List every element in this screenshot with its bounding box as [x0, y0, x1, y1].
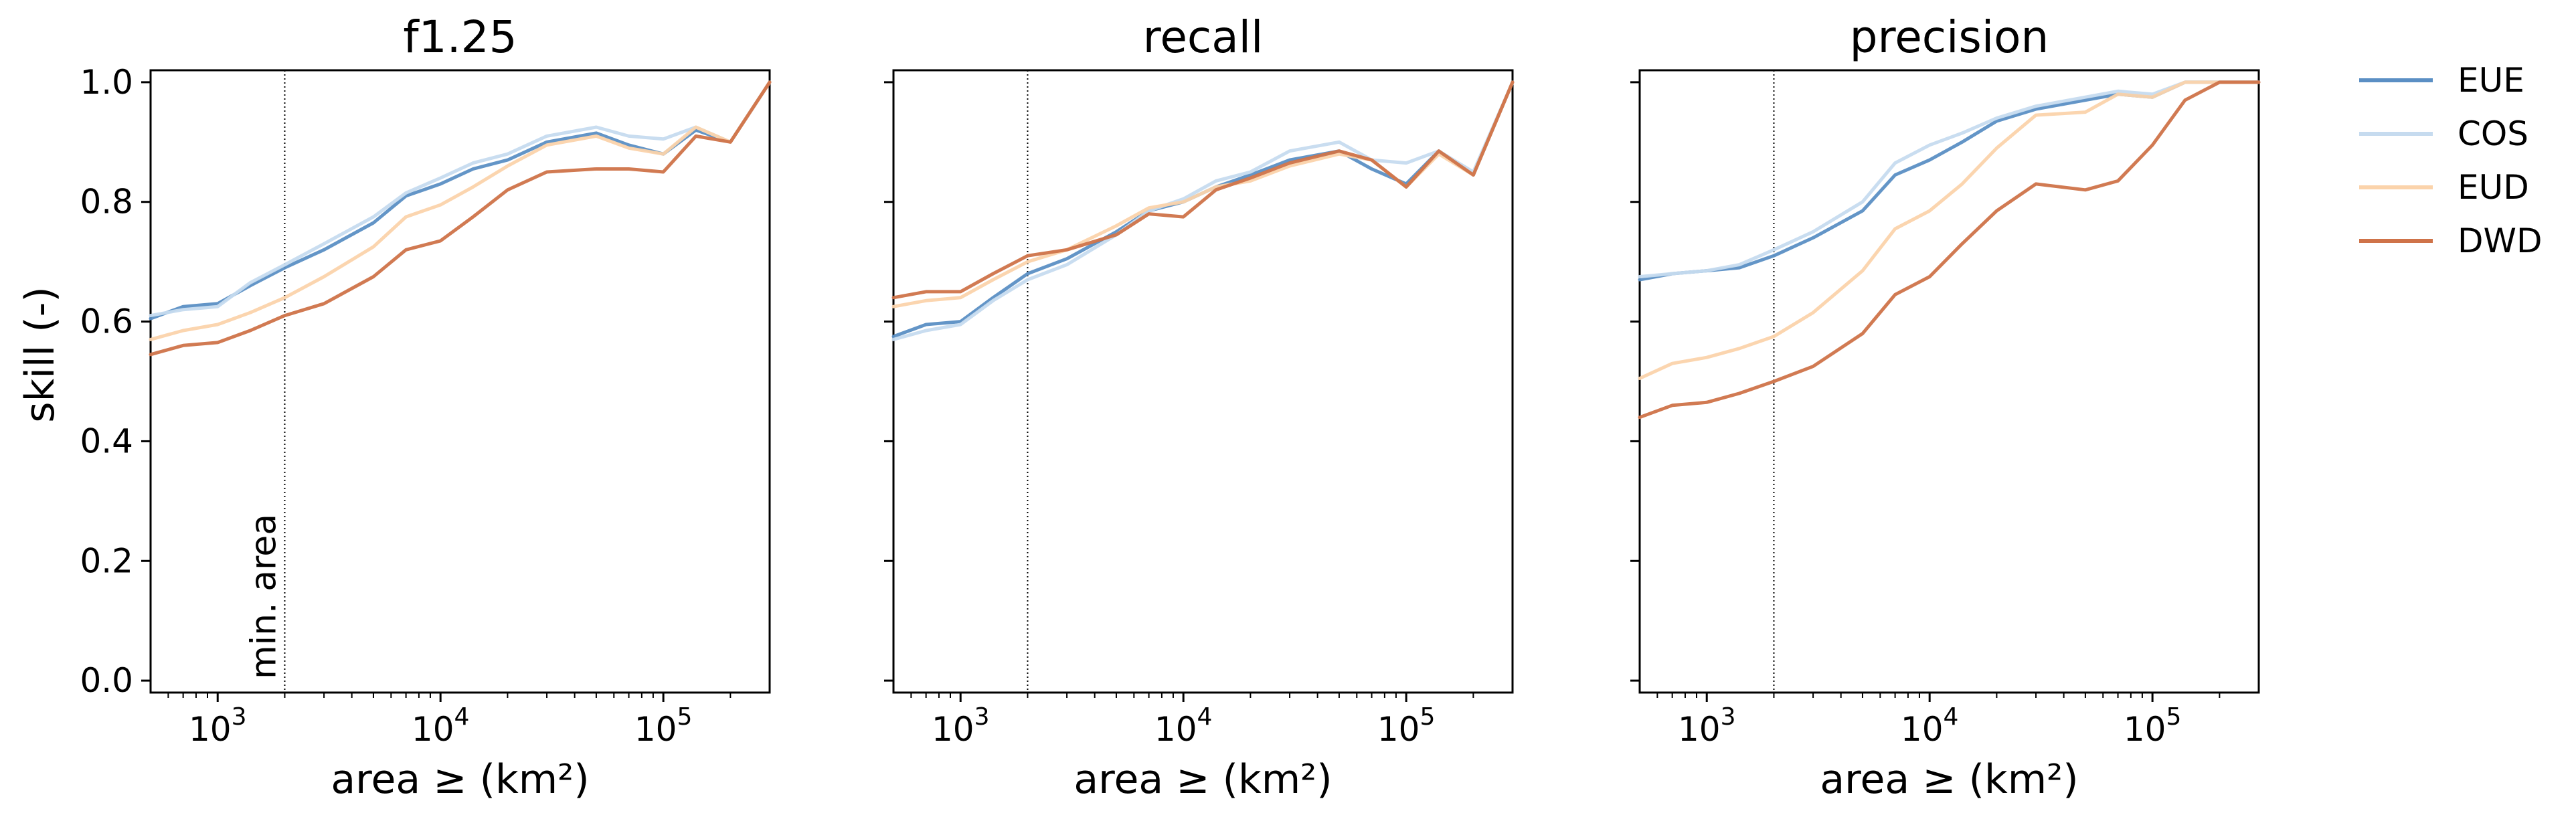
min-area-annotation: min. area [244, 514, 284, 679]
x-tick-base: 10 [932, 710, 974, 749]
legend-label: COS [2458, 114, 2528, 153]
x-tick-label: 104 [1154, 703, 1213, 749]
x-axis-label: area ≥ (km²) [331, 756, 589, 803]
subplot-title: recall [1143, 11, 1264, 63]
series-line-dwd [1638, 80, 2261, 420]
x-tick-label: 104 [1901, 703, 1959, 749]
legend-item-dwd: DWD [2359, 221, 2542, 260]
x-axis-label: area ≥ (km²) [1820, 756, 2078, 803]
plot-frame [149, 69, 771, 694]
legend-item-eud: EUD [2359, 168, 2529, 207]
x-tick-base: 10 [1154, 710, 1197, 749]
x-tick-label: 105 [634, 703, 693, 749]
series-line-dwd [149, 80, 772, 357]
series-line-eud [149, 80, 772, 341]
series-line-eud [1638, 80, 2261, 380]
x-tick-label: 103 [189, 703, 247, 749]
series-line-cos [1638, 80, 2261, 278]
y-tick-label: 1.0 [80, 63, 133, 102]
series-line-dwd [891, 80, 1515, 300]
subplot-title: precision [1850, 11, 2049, 63]
series-line-eue [1638, 80, 2261, 282]
x-tick-base: 10 [1901, 710, 1944, 749]
x-tick-exponent: 3 [232, 703, 247, 731]
x-tick-exponent: 3 [1721, 703, 1736, 731]
legend: EUE COS EUD DWD [2359, 61, 2542, 260]
x-tick-exponent: 4 [1944, 703, 1959, 731]
x-tick-label: 105 [2124, 703, 2182, 749]
x-tick-base: 10 [2124, 710, 2166, 749]
x-tick-exponent: 4 [1197, 703, 1213, 731]
x-tick-exponent: 5 [1420, 703, 1435, 731]
x-tick-base: 10 [634, 710, 677, 749]
y-tick-label: 0.8 [80, 183, 133, 221]
x-tick-exponent: 5 [677, 703, 692, 731]
x-tick-exponent: 5 [2166, 703, 2181, 731]
x-tick-label: 103 [932, 703, 990, 749]
legend-item-cos: COS [2359, 114, 2528, 153]
series-line-cos [149, 80, 772, 318]
legend-item-eue: EUE [2359, 61, 2524, 100]
series-line-cos [891, 80, 1515, 341]
series-line-eue [149, 80, 772, 321]
x-axis-label: area ≥ (km²) [1074, 756, 1332, 803]
x-tick-base: 10 [189, 710, 232, 749]
legend-label: EUE [2458, 61, 2524, 100]
legend-label: DWD [2458, 221, 2542, 260]
x-tick-base: 10 [1678, 710, 1721, 749]
series-line-eud [891, 80, 1515, 308]
x-tick-base: 10 [1377, 710, 1420, 749]
y-tick-label: 0.2 [80, 541, 133, 580]
x-tick-exponent: 4 [454, 703, 470, 731]
x-tick-base: 10 [412, 710, 454, 749]
y-tick-label: 0.0 [80, 661, 133, 700]
y-tick-label: 0.6 [80, 302, 133, 341]
series-line-eue [891, 80, 1515, 339]
y-tick-label: 0.4 [80, 422, 133, 460]
y-axis-label: skill (-) [17, 286, 64, 423]
subplot-title: f1.25 [403, 11, 517, 63]
plot-frame [892, 69, 1514, 694]
x-tick-label: 104 [412, 703, 470, 749]
legend-label: EUD [2458, 168, 2529, 207]
x-tick-label: 105 [1377, 703, 1436, 749]
x-tick-label: 103 [1678, 703, 1736, 749]
x-tick-exponent: 3 [974, 703, 990, 731]
plot-frame [1638, 69, 2260, 694]
